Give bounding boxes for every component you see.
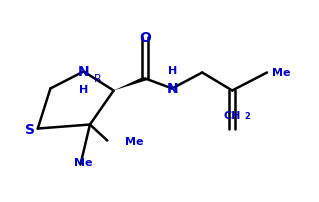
Text: N: N [166, 82, 178, 96]
Text: O: O [139, 31, 151, 45]
Text: Me: Me [125, 136, 143, 146]
Text: H: H [79, 85, 88, 95]
Text: H: H [167, 66, 177, 76]
Text: R: R [94, 74, 102, 84]
Text: Me: Me [272, 68, 290, 78]
Text: 2: 2 [244, 111, 250, 120]
Text: CH: CH [224, 110, 241, 120]
Polygon shape [114, 77, 147, 91]
Text: Me: Me [74, 157, 93, 167]
Text: S: S [25, 122, 35, 136]
Text: N: N [78, 65, 89, 79]
